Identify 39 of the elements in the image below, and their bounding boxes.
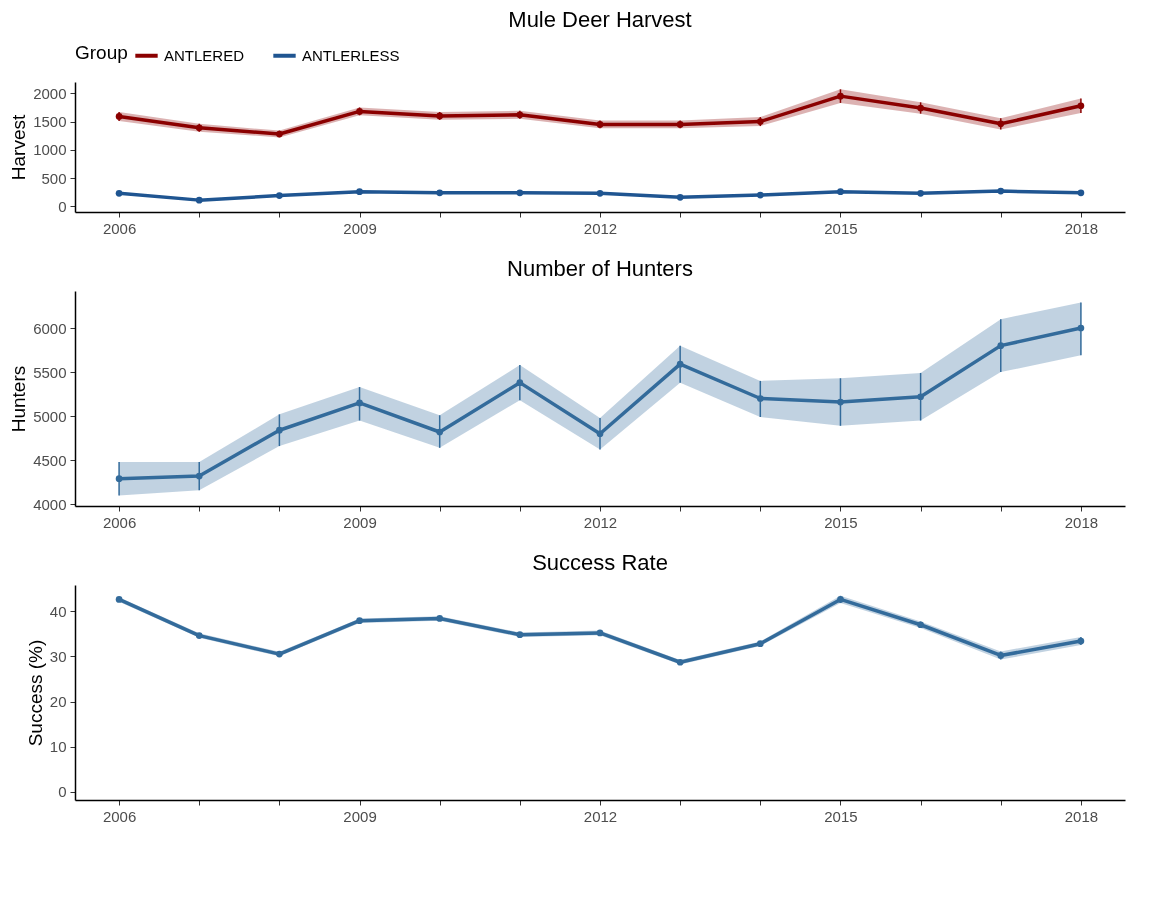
legend-label: ANTLERLESS bbox=[302, 46, 400, 64]
chart-title: Mule Deer Harvest bbox=[508, 7, 692, 32]
x-tick-label: 2018 bbox=[1064, 807, 1099, 825]
y-axis-title: Success (%) bbox=[24, 639, 46, 747]
y-tick-label: 4500 bbox=[33, 451, 67, 469]
x-tick-label: 2009 bbox=[343, 513, 377, 531]
y-tick-label: 5500 bbox=[33, 363, 67, 381]
legend-label: ANTLERED bbox=[164, 46, 245, 64]
x-tick-label: 2009 bbox=[343, 807, 377, 825]
x-tick-label: 2015 bbox=[824, 219, 858, 237]
x-tick-label: 2006 bbox=[102, 807, 137, 825]
x-tick-label: 2015 bbox=[824, 513, 858, 531]
y-tick-label: 6000 bbox=[33, 319, 67, 337]
y-tick-label: 10 bbox=[49, 738, 67, 756]
y-tick-label: 20 bbox=[49, 693, 67, 711]
y-tick-label: 500 bbox=[41, 169, 67, 187]
x-tick-label: 2009 bbox=[343, 219, 377, 237]
legend-title: Group bbox=[75, 42, 128, 63]
chart-title: Success Rate bbox=[532, 550, 668, 575]
y-axis-title: Harvest bbox=[8, 114, 30, 181]
x-tick-label: 2006 bbox=[102, 219, 137, 237]
y-tick-label: 30 bbox=[49, 647, 67, 665]
y-tick-label: 2000 bbox=[33, 84, 67, 102]
y-tick-label: 0 bbox=[58, 783, 67, 801]
y-tick-label: 4000 bbox=[33, 495, 67, 513]
x-tick-label: 2012 bbox=[583, 219, 618, 237]
x-tick-label: 2018 bbox=[1064, 513, 1099, 531]
y-tick-label: 1000 bbox=[33, 141, 67, 159]
x-tick-label: 2015 bbox=[824, 807, 858, 825]
x-tick-label: 2006 bbox=[102, 513, 137, 531]
y-tick-label: 40 bbox=[49, 602, 67, 620]
x-tick-label: 2018 bbox=[1064, 219, 1099, 237]
y-tick-label: 5000 bbox=[33, 407, 67, 425]
x-tick-label: 2012 bbox=[583, 513, 618, 531]
y-tick-label: 0 bbox=[58, 197, 67, 215]
y-tick-label: 1500 bbox=[33, 113, 67, 131]
chart-title: Number of Hunters bbox=[507, 256, 693, 281]
y-axis-title: Hunters bbox=[8, 365, 30, 433]
x-tick-label: 2012 bbox=[583, 807, 618, 825]
